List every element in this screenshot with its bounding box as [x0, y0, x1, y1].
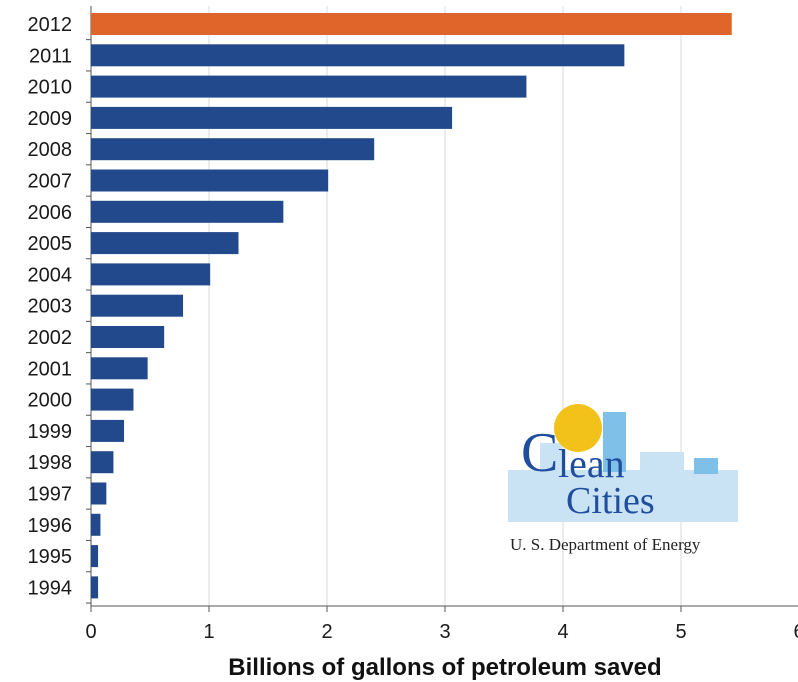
bar-2011: [91, 44, 625, 67]
y-tick-label: 1997: [28, 484, 73, 506]
bar-2012: [91, 13, 732, 35]
x-tick-label: 5: [675, 621, 686, 643]
y-tick-label: 2008: [28, 139, 73, 161]
bar-1994: [91, 576, 99, 599]
y-tick-label: 2006: [28, 202, 73, 224]
x-tick-label: 0: [85, 621, 96, 643]
skyline-base-shape: [508, 470, 738, 522]
y-tick-label: 2012: [28, 14, 73, 36]
y-tick-label: 2003: [28, 296, 73, 318]
y-tick-label: 1999: [28, 421, 73, 443]
x-tick-label: 2: [321, 621, 332, 643]
bar-1998: [91, 451, 114, 474]
logo-org-name: U. S. Department of Energy: [510, 535, 701, 554]
bar-2006: [91, 200, 284, 223]
bar-2004: [91, 263, 211, 286]
y-tick-label: 1998: [28, 452, 73, 474]
y-tick-label: 2005: [28, 233, 73, 255]
x-tick-label: 3: [439, 621, 450, 643]
y-tick-label: 2001: [28, 358, 73, 380]
logo-initial-c: C: [521, 422, 558, 484]
skyline-building-shape: [694, 458, 718, 474]
bar-2002: [91, 326, 165, 348]
skyline-building-shape: [640, 452, 684, 472]
y-tick-label: 2010: [28, 77, 73, 99]
x-tick-label: 1: [203, 621, 214, 643]
bar-2008: [91, 138, 375, 161]
y-tick-label: 2000: [28, 390, 73, 412]
sun-icon: [554, 404, 602, 452]
y-tick-label: 1996: [28, 515, 73, 537]
y-tick-label: 2009: [28, 108, 73, 130]
bar-2007: [91, 169, 329, 192]
skyline-building-shape: [540, 443, 562, 473]
y-tick-label: 1995: [28, 546, 73, 568]
bar-2010: [91, 75, 527, 98]
y-tick-label: 1994: [28, 577, 73, 599]
bar-2009: [91, 106, 453, 129]
y-tick-label: 2011: [29, 45, 72, 67]
bar-2001: [91, 357, 148, 380]
x-tick-labels: 0 1 2 3 4 5 6: [85, 621, 798, 643]
skyline-tower-shape: [603, 412, 626, 472]
bar-1999: [91, 419, 125, 442]
bar-1997: [91, 482, 107, 505]
bar-1995: [91, 545, 99, 568]
year-labels: 2012 2011 2010 2009 2008 2007 2006 2005 2004 2003…: [28, 14, 73, 599]
clean-cities-logo: C lean Cities U. S. Department of Energy: [508, 404, 738, 554]
bar-1996: [91, 513, 101, 536]
bar-2000: [91, 388, 134, 411]
y-tick-label: 2007: [28, 171, 73, 193]
x-tick-label: 6: [793, 621, 798, 643]
logo-word-clean: lean: [558, 441, 625, 486]
bar-2003: [91, 294, 184, 317]
bars: [91, 13, 732, 599]
x-tick-label: 4: [557, 621, 568, 643]
x-axis-title: Billions of gallons of petroleum saved: [228, 654, 661, 681]
y-tick-label: 2002: [28, 327, 73, 349]
y-tick-label: 2004: [28, 264, 73, 286]
logo-word-cities: Cities: [566, 480, 655, 522]
bar-2005: [91, 232, 239, 255]
